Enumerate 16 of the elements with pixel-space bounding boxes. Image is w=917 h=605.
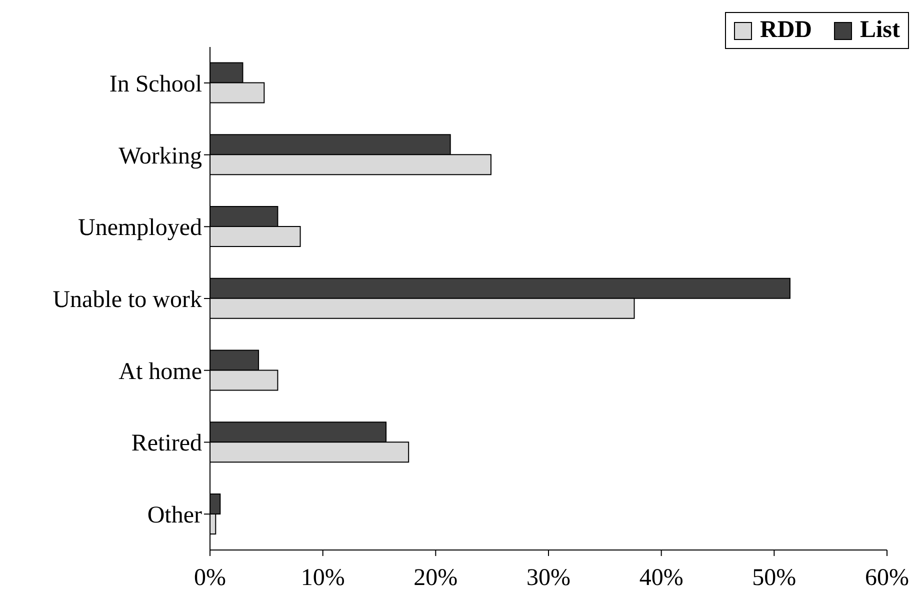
x-tick-label: 0%: [194, 565, 226, 592]
x-tick-label: 30%: [526, 565, 570, 592]
x-tick-label: 60%: [865, 565, 909, 592]
y-tick-label: Other: [147, 502, 202, 529]
y-tick-label: Unemployed: [78, 215, 202, 242]
legend-label: List: [858, 17, 900, 44]
y-tick-label: Retired: [131, 430, 202, 457]
y-tick-label: Unable to work: [52, 287, 202, 314]
legend-label: RDD: [758, 17, 812, 44]
y-tick-label: At home: [118, 358, 202, 385]
x-tick-label: 40%: [639, 565, 684, 592]
x-tick-label: 20%: [414, 565, 458, 592]
y-tick-label: In School: [109, 71, 202, 98]
y-tick-label: Working: [118, 143, 202, 170]
x-tick-label: 10%: [300, 565, 345, 592]
x-tick-label: 50%: [752, 565, 796, 592]
